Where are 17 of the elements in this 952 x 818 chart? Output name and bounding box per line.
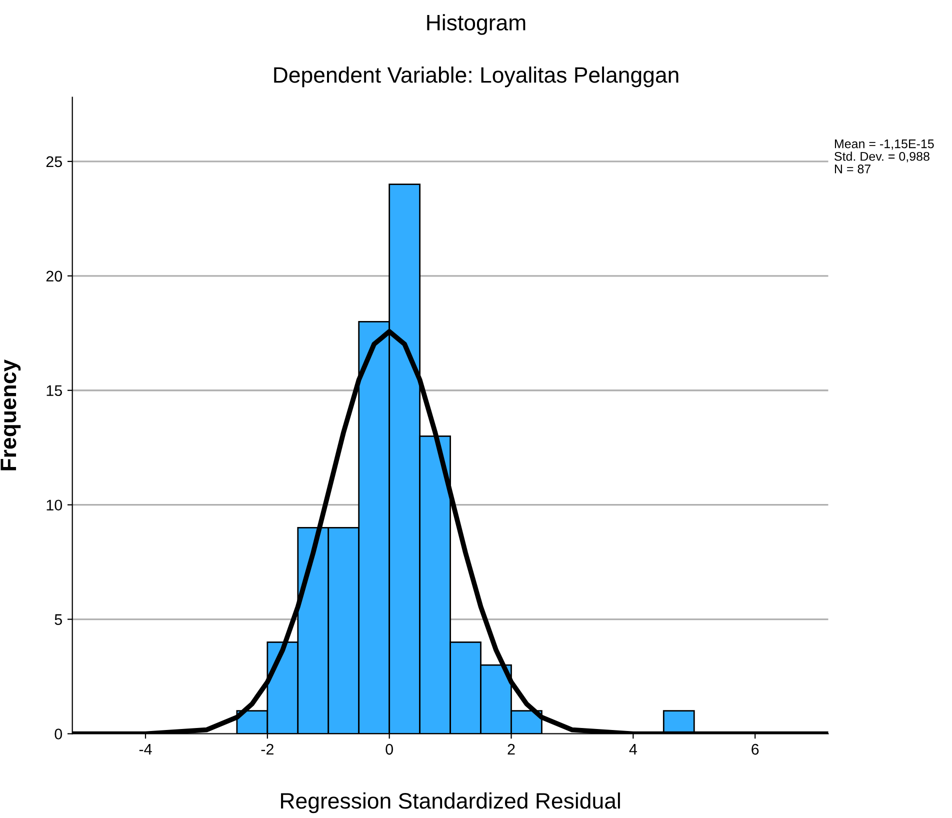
text: Mean = -1,15E-15 Std. Dev. = 0,988 N = 87 bbox=[834, 140, 934, 174]
y-axis-title: Frequency bbox=[0, 359, 21, 470]
y-tick-label: 0 bbox=[54, 728, 62, 740]
x-tick-label: 0 bbox=[386, 744, 393, 755]
x-tick-label: 6 bbox=[752, 744, 759, 755]
y-tick-label: 15 bbox=[46, 385, 62, 396]
chart-title: Histogram bbox=[427, 14, 526, 35]
x-tick-label: -2 bbox=[261, 744, 274, 755]
y-tick-label: 10 bbox=[46, 500, 62, 511]
y-tick-label: 25 bbox=[46, 156, 62, 168]
chart-subtitle: Dependent Variable: Loyalitas Pelanggan bbox=[274, 66, 678, 88]
x-tick-label: 2 bbox=[508, 744, 515, 755]
x-axis-title: Regression Standardized Residual bbox=[281, 792, 620, 814]
x-tick-label: -4 bbox=[139, 744, 152, 755]
y-tick-label: 20 bbox=[46, 270, 62, 282]
y-tick-label: 5 bbox=[54, 614, 62, 625]
x-tick-label: 4 bbox=[629, 744, 637, 755]
